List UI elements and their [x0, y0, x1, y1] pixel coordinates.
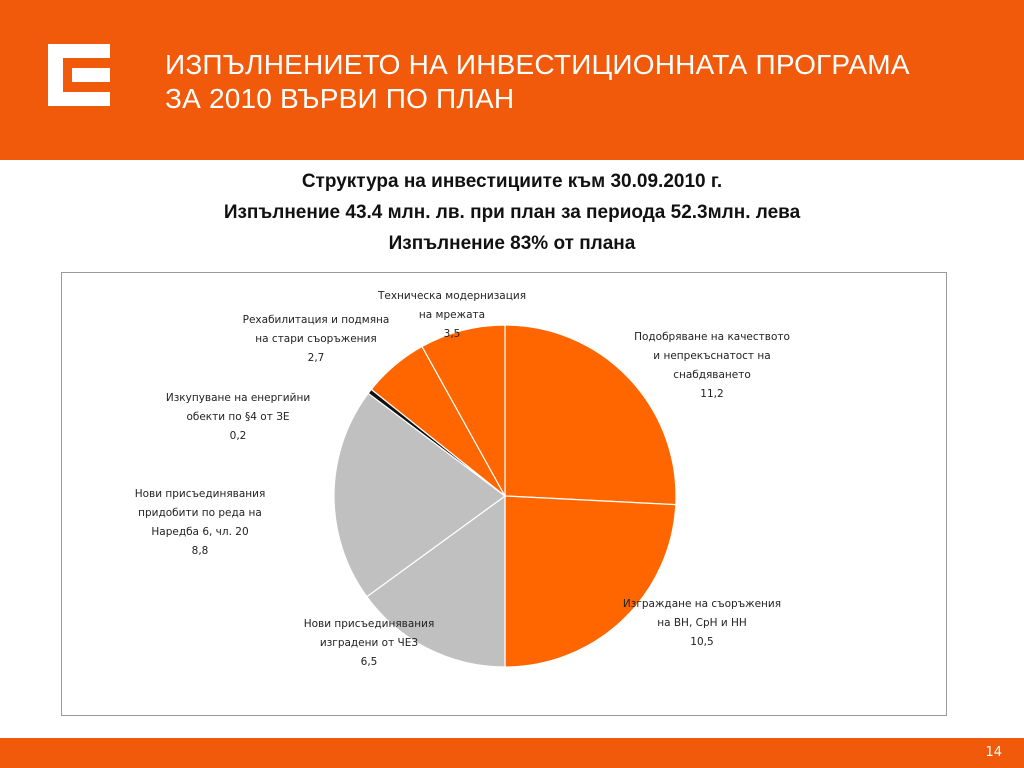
slice-label-7: Техническа модернизация на мрежата 3,5: [377, 290, 526, 340]
chart-subtitle: Структура на инвестициите към 30.09.2010…: [0, 166, 1024, 259]
pie-slice-3: [365, 494, 506, 668]
slice-label-6: Рехабилитация и подмяна на стари съоръжен…: [243, 314, 390, 364]
cez-logo-icon: [48, 44, 110, 106]
pie-slice-2: [504, 495, 677, 668]
footer-bar: 14: [0, 738, 1024, 768]
chart-frame: Подобряване на качеството и непрекъснатос…: [61, 272, 947, 716]
title-line-2: ЗА 2010 ВЪРВИ ПО ПЛАН: [165, 83, 515, 114]
pie-slice-4: [333, 392, 507, 598]
pie-slice-1: [504, 324, 677, 506]
pie-chart: Подобряване на качеството и непрекъснатос…: [135, 290, 790, 668]
slice-label-3: Нови присъединявания изградени от ЧЕЗ 6,5: [304, 618, 435, 668]
subtitle-line-2: Изпълнение 43.4 млн. лв. при план за пер…: [223, 202, 801, 223]
subtitle-line-1: Структура на инвестициите към 30.09.2010…: [301, 171, 723, 192]
slice-label-1: Подобряване на качеството и непрекъснатос…: [634, 331, 790, 400]
title-line-1: ИЗПЪЛНЕНИЕТО НА ИНВЕСТИЦИОННАТА ПРОГРАМА: [165, 49, 910, 80]
header-bar: ИЗПЪЛНЕНИЕТО НА ИНВЕСТИЦИОННАТА ПРОГРАМА…: [0, 0, 1024, 160]
subtitle-line-3: Изпълнение 83% от плана: [388, 233, 636, 254]
page-number: 14: [985, 745, 1002, 760]
slice-label-4: Нови присъединявания придобити по реда на…: [135, 488, 266, 557]
slice-label-2: Изграждане на съоръжения на ВН, СрН и НН 1…: [623, 598, 781, 648]
page-title: ИЗПЪЛНЕНИЕТО НА ИНВЕСТИЦИОННАТА ПРОГРАМА…: [165, 48, 995, 116]
slice-label-5: Изкупуване на енергийни обекти по §4 от З…: [166, 392, 310, 442]
pie-slice-7: [421, 324, 506, 499]
